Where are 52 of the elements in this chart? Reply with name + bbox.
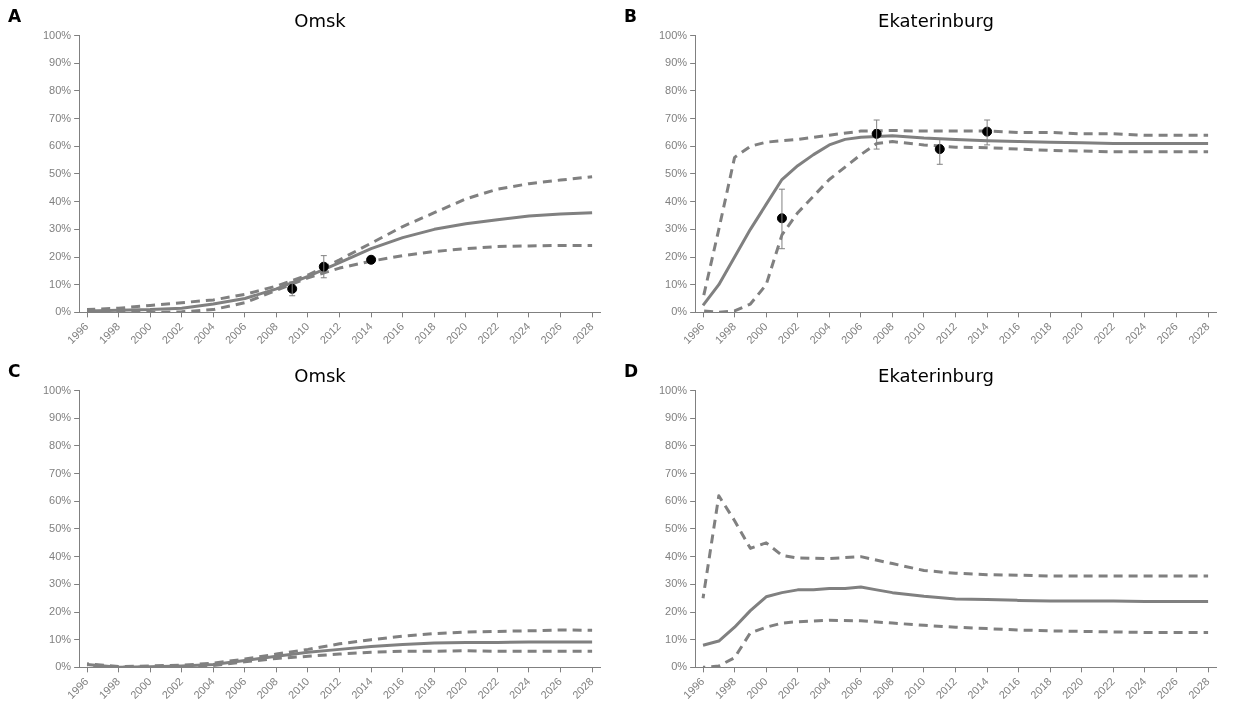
y-tick-label: 10%	[665, 277, 688, 290]
y-tick-label: 70%	[665, 466, 688, 479]
y-tick-label: 10%	[49, 277, 72, 290]
chart-title: Omsk	[294, 365, 347, 387]
y-tick-label: 20%	[665, 250, 688, 263]
chart-title: Ekaterinburg	[878, 10, 994, 32]
y-tick-label: 50%	[665, 522, 688, 535]
text: C	[8, 361, 21, 381]
y-tick-label: 40%	[665, 549, 688, 562]
text: B	[624, 6, 637, 26]
chart-title: Omsk	[294, 10, 347, 32]
y-tick-label: 30%	[49, 577, 72, 590]
y-tick-label: 20%	[665, 605, 688, 618]
y-tick-label: 30%	[665, 577, 688, 590]
y-tick-label: 90%	[49, 56, 72, 69]
y-tick-label: 90%	[49, 411, 72, 424]
chart-title: Ekaterinburg	[878, 365, 994, 387]
y-tick-label: 50%	[49, 167, 72, 180]
y-tick-label: 60%	[49, 494, 72, 507]
y-tick-label: 40%	[665, 194, 688, 207]
y-tick-label: 100%	[658, 383, 688, 396]
y-tick-label: 80%	[665, 83, 688, 96]
y-tick-label: 90%	[665, 56, 688, 69]
y-tick-label: 80%	[665, 438, 688, 451]
y-tick-label: 70%	[49, 466, 72, 479]
y-tick-label: 20%	[49, 250, 72, 263]
y-tick-label: 0%	[55, 305, 72, 318]
y-tick-label: 50%	[665, 167, 688, 180]
y-tick-label: 10%	[665, 632, 688, 645]
y-tick-label: 80%	[49, 83, 72, 96]
y-tick-label: 30%	[665, 222, 688, 235]
text: D	[624, 361, 639, 381]
y-tick-label: 0%	[671, 305, 688, 318]
y-tick-label: 70%	[665, 111, 688, 124]
y-tick-label: 40%	[49, 194, 72, 207]
text: A	[8, 6, 22, 26]
y-tick-label: 70%	[49, 111, 72, 124]
y-tick-label: 60%	[49, 139, 72, 152]
y-tick-label: 100%	[42, 28, 72, 41]
y-tick-label: 40%	[49, 549, 72, 562]
y-tick-label: 100%	[658, 28, 688, 41]
y-tick-label: 60%	[665, 139, 688, 152]
y-tick-label: 0%	[671, 660, 688, 673]
y-tick-label: 30%	[49, 222, 72, 235]
y-tick-label: 90%	[665, 411, 688, 424]
y-tick-label: 50%	[49, 522, 72, 535]
y-tick-label: 0%	[55, 660, 72, 673]
y-tick-label: 20%	[49, 605, 72, 618]
y-tick-label: 10%	[49, 632, 72, 645]
y-tick-label: 60%	[665, 494, 688, 507]
y-tick-label: 80%	[49, 438, 72, 451]
y-tick-label: 100%	[42, 383, 72, 396]
